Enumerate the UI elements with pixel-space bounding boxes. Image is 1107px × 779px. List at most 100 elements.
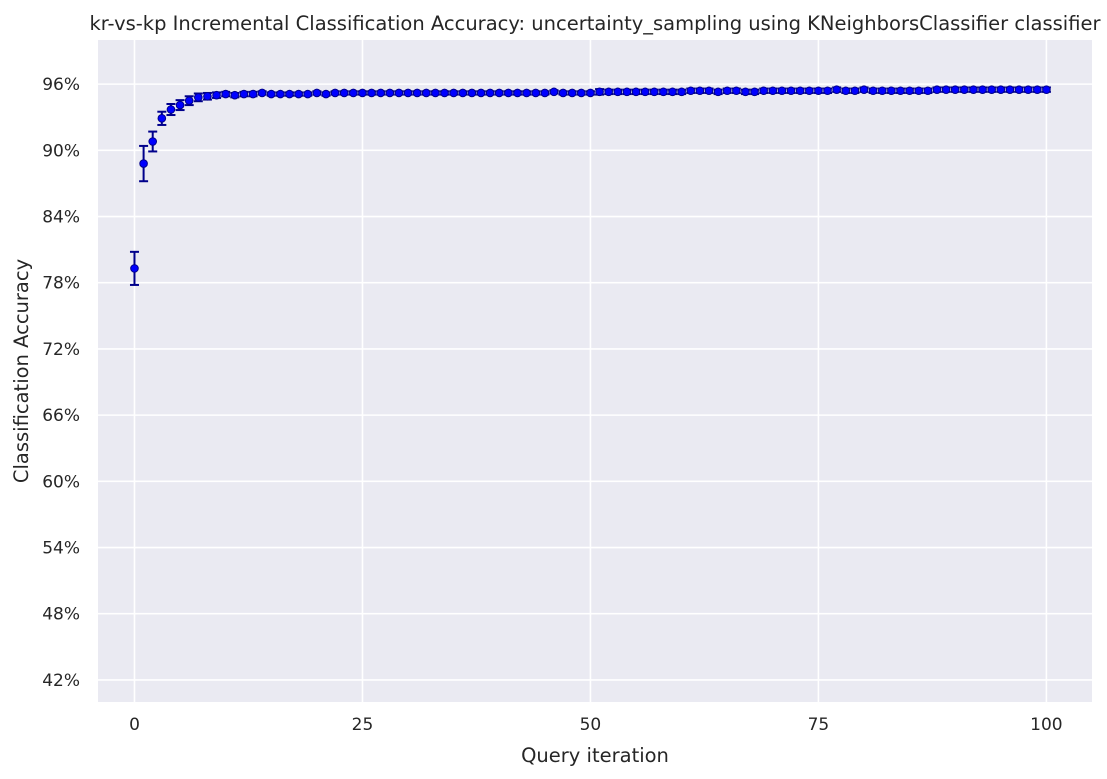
data-point [905,86,914,96]
data-point [659,87,668,97]
data-point [148,137,158,146]
data-point-group [668,87,678,97]
data-point [668,87,677,97]
data-point-group [813,86,823,96]
data-point-group [367,88,377,98]
data-point-group [795,86,805,96]
data-point [704,86,714,96]
data-point [504,88,513,98]
data-point [841,86,851,96]
data-point [449,88,458,98]
data-point-group [740,87,750,97]
data-point-group [777,86,787,96]
data-point [485,88,495,98]
data-point [157,114,167,123]
data-point [540,88,550,98]
x-axis-title: Query iteration [521,744,669,767]
data-point-group [576,88,586,98]
data-point [677,87,686,97]
data-point-group [440,88,450,98]
y-tick-label: 78% [42,274,80,294]
data-point-group [549,87,559,97]
data-point [1023,85,1033,94]
data-point [750,87,759,97]
x-tick-label: 75 [808,715,830,735]
data-point [577,88,586,98]
data-point [494,88,504,98]
data-point [476,88,486,98]
data-point-group [1014,85,1024,94]
data-point-group [695,86,705,96]
data-point-group [494,88,504,98]
data-point [166,105,176,114]
data-point-group [357,88,367,98]
data-point [932,85,942,94]
data-point [604,87,613,97]
data-point [531,88,541,98]
data-point [887,86,896,96]
data-point-group [932,85,942,94]
data-point-group [221,89,231,99]
x-tick-label: 25 [352,715,374,735]
data-point [960,85,969,94]
y-tick-label: 60% [42,472,80,492]
data-point-group [686,86,696,96]
data-point [631,87,641,97]
data-point-group [531,88,541,98]
data-point [987,85,996,94]
data-point-group [886,86,896,96]
data-point [622,87,632,97]
data-point [923,86,933,96]
data-point [467,88,477,98]
data-point [458,88,468,98]
data-point-group [567,88,577,98]
data-point-group [677,87,687,97]
y-tick-label: 84% [42,208,80,228]
data-point-group [959,85,969,94]
data-point [713,87,723,97]
data-point [595,87,604,97]
data-point-group [631,87,641,97]
x-tick-label: 50 [580,715,602,735]
data-point [1014,85,1024,94]
data-point [1042,85,1051,94]
data-point [312,88,322,98]
data-point-group [394,88,404,98]
data-point-group [640,87,650,97]
data-point-group [859,85,869,94]
data-point-group [294,89,304,99]
y-tick-labels: 42% 48% 54% 60% 66% 72% 78% 84% 90% 96% [42,75,80,691]
data-point [859,85,869,94]
data-point [194,93,203,102]
data-point [586,88,595,98]
data-point-group [914,86,924,96]
data-point [221,89,230,99]
data-point-group [622,87,632,97]
data-point-group [512,88,522,98]
data-point [996,85,1006,94]
data-point [950,85,960,94]
data-point-group [266,89,276,99]
data-point-group [348,88,358,98]
y-tick-label: 66% [42,406,80,426]
data-point [330,88,340,98]
data-point [303,89,313,99]
data-point [321,89,331,99]
data-point-group [613,87,623,97]
data-point-group [950,85,960,94]
data-point [285,89,294,99]
data-point [613,87,623,97]
data-point-group [832,85,842,94]
data-point [722,86,732,96]
data-point-group [239,89,249,99]
gridlines [98,40,1092,702]
data-point-group [385,88,395,98]
data-point [394,88,404,98]
data-point [130,264,139,273]
data-point [832,85,841,94]
data-point [184,96,194,105]
data-point [522,88,531,98]
x-tick-labels: 0 25 50 75 100 [129,715,1063,735]
data-point-group [129,250,139,286]
data-point-group [193,92,203,103]
